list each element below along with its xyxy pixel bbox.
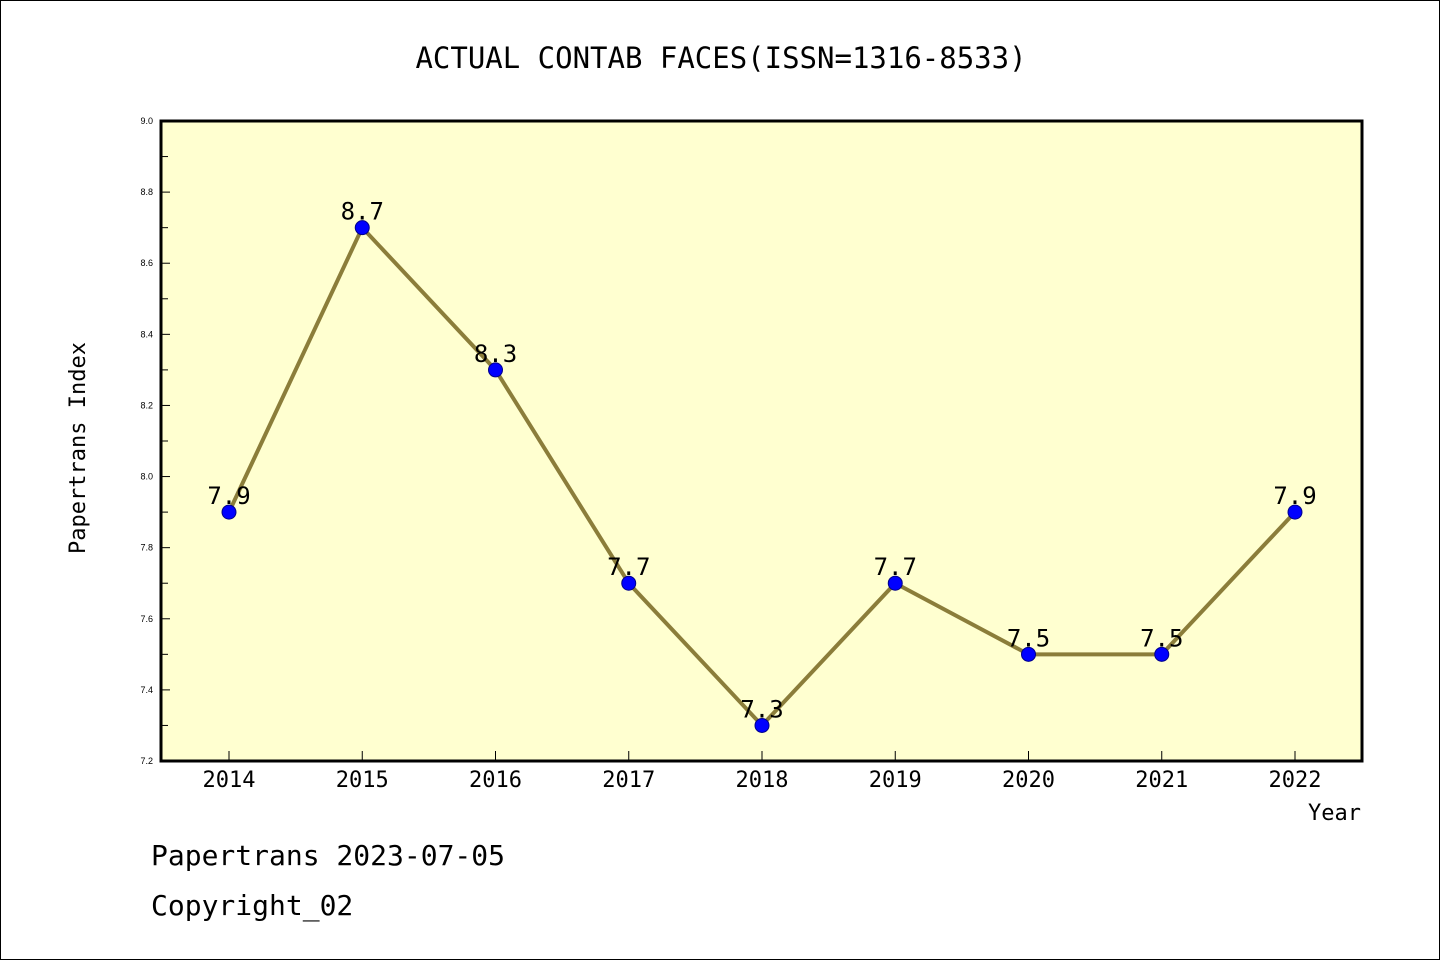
data-label: 8.7 bbox=[341, 198, 384, 226]
x-tick-label: 2019 bbox=[869, 768, 922, 793]
data-label: 7.7 bbox=[874, 553, 917, 581]
x-tick-label: 2020 bbox=[1002, 768, 1055, 793]
chart-title: ACTUAL CONTAB FACES(ISSN=1316-8533) bbox=[415, 41, 1026, 75]
x-tick-label: 2016 bbox=[469, 768, 522, 793]
y-tick-label: 8.8 bbox=[140, 187, 153, 197]
x-tick-label: 2021 bbox=[1135, 768, 1188, 793]
x-tick-label: 2022 bbox=[1269, 768, 1322, 793]
y-tick-label: 9.0 bbox=[140, 116, 153, 126]
data-point bbox=[1021, 646, 1036, 662]
data-point bbox=[621, 575, 637, 591]
x-axis-label: Year bbox=[1308, 801, 1361, 826]
y-tick-label: 7.6 bbox=[140, 614, 153, 624]
data-point bbox=[488, 362, 503, 378]
y-tick-label: 8.2 bbox=[140, 400, 153, 410]
y-axis-ticks: 7.2 7.4 7.6 7.8 8.0 8.2 8.4 8.6 8.8 9.0 bbox=[140, 116, 170, 766]
series-group: 7.9 8.7 8.3 7.7 7.3 7.7 7.5 7.5 7.9 bbox=[207, 198, 1317, 733]
footer-copyright-text: Copyright_02 bbox=[151, 889, 353, 923]
y-tick-label: 8.0 bbox=[140, 472, 153, 482]
x-axis-ticks: 2014 2015 2016 2017 2018 2019 2020 2021 2022 bbox=[203, 751, 1322, 793]
data-point bbox=[754, 717, 770, 733]
x-tick-label: 2017 bbox=[602, 768, 655, 793]
data-label: 7.7 bbox=[607, 553, 650, 581]
data-point bbox=[1287, 504, 1303, 520]
y-tick-label: 8.4 bbox=[140, 329, 153, 339]
y-tick-label: 7.8 bbox=[140, 543, 153, 553]
data-label: 7.5 bbox=[1140, 624, 1183, 652]
y-tick-label: 7.4 bbox=[140, 685, 153, 695]
data-label: 7.3 bbox=[740, 695, 783, 723]
data-label: 8.3 bbox=[474, 340, 517, 368]
y-axis-label: Papertrans Index bbox=[66, 342, 91, 554]
data-label: 7.9 bbox=[207, 482, 250, 510]
data-point bbox=[887, 575, 903, 591]
x-tick-label: 2015 bbox=[336, 768, 389, 793]
y-tick-label: 8.6 bbox=[140, 258, 153, 268]
data-point bbox=[1154, 646, 1170, 662]
data-label: 7.9 bbox=[1273, 482, 1316, 510]
x-tick-label: 2018 bbox=[736, 768, 789, 793]
footer-date-text: Papertrans 2023-07-05 bbox=[151, 839, 505, 872]
data-point bbox=[354, 220, 370, 236]
data-label: 7.5 bbox=[1007, 624, 1050, 652]
data-point bbox=[221, 504, 237, 520]
x-tick-label: 2014 bbox=[203, 768, 256, 793]
y-tick-label: 7.2 bbox=[140, 756, 153, 766]
